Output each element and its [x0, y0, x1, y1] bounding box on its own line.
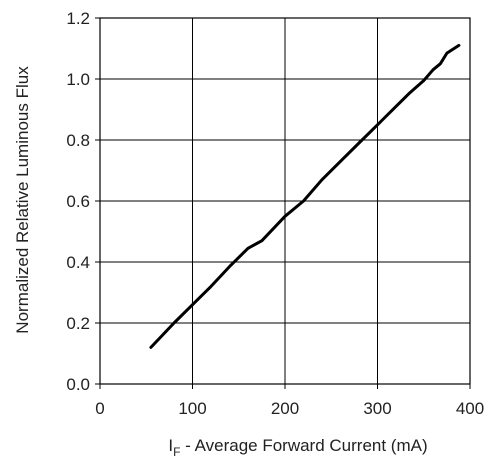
y-tick-label: 1.2 [66, 9, 90, 28]
x-tick-label: 100 [178, 399, 206, 418]
y-tick-label: 0.6 [66, 192, 90, 211]
y-axis-title: Normalized Relative Luminous Flux [13, 66, 32, 334]
y-tick-label: 0.0 [66, 375, 90, 394]
x-axis-title-rest: - Average Forward Current (mA) [180, 436, 427, 455]
x-axis-title-prefix: I [168, 436, 173, 455]
y-tick-label: 0.2 [66, 314, 90, 333]
y-tick-label: 1.0 [66, 70, 90, 89]
x-tick-label: 300 [363, 399, 391, 418]
series-line [149, 43, 461, 349]
y-tick-label: 0.4 [66, 253, 90, 272]
x-axis-title-subscript: F [173, 445, 180, 459]
x-tick-label: 400 [456, 399, 484, 418]
x-tick-label: 200 [271, 399, 299, 418]
tick-labels: 0 100 200 300 400 0.0 0.2 0.4 0.6 0.8 1.0 1.2 [66, 9, 484, 418]
grid [99, 17, 471, 385]
y-tick-label: 0.8 [66, 131, 90, 150]
x-tick-label: 0 [95, 399, 104, 418]
ticks [95, 17, 471, 389]
x-axis-title: IF - Average Forward Current (mA) [168, 436, 427, 459]
